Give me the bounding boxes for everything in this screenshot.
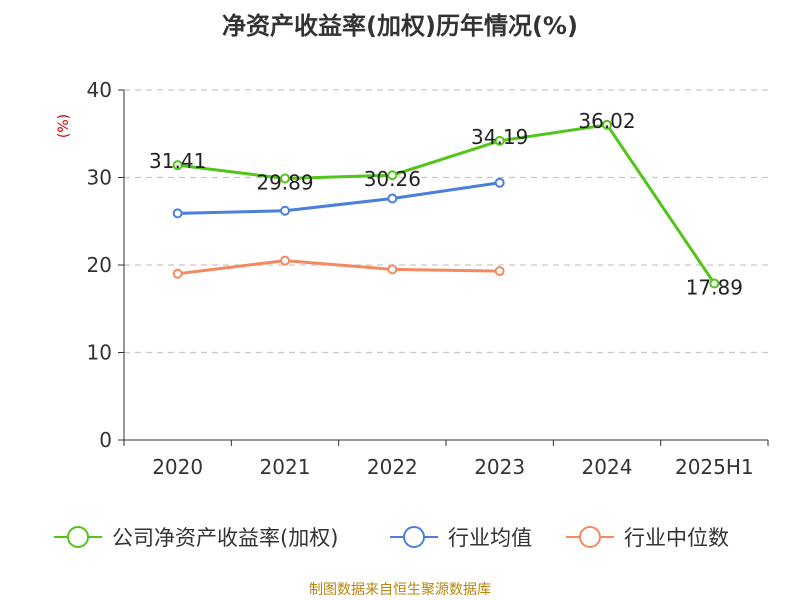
data-point — [387, 170, 398, 181]
legend-swatch-marker — [67, 526, 89, 548]
y-tick-label: 40 — [87, 78, 112, 102]
data-point — [280, 173, 290, 184]
legend-item: 行业中位数 — [566, 526, 729, 550]
data-point — [602, 119, 612, 130]
source-note: 制图数据来自恒生聚源数据库 — [309, 582, 491, 598]
data-point — [494, 135, 505, 146]
x-tick-label: 2024 — [582, 455, 633, 479]
series-line — [177, 259, 500, 276]
y-tick-label: 20 — [87, 253, 112, 277]
x-tick-label: 2021 — [260, 455, 311, 479]
series-line — [177, 181, 500, 215]
data-label: 31.41 — [149, 149, 206, 173]
legend-swatch-marker — [403, 526, 425, 548]
data-label: 29.89 — [256, 170, 313, 194]
data-label: 34.19 — [471, 125, 528, 149]
data-point — [387, 193, 398, 204]
data-point — [494, 177, 505, 188]
axes: 0 10 20 30 40 2020 2021 2022 2023 2024 2025H1 — [87, 78, 769, 479]
legend-label: 行业中位数 — [624, 526, 729, 550]
data-label: 17.89 — [686, 275, 743, 299]
legend-label: 公司净资产收益率(加权) — [112, 526, 338, 550]
data-point — [280, 255, 290, 266]
y-axis-unit: (%) — [56, 114, 72, 138]
x-tick-label: 2022 — [367, 455, 418, 479]
data-label: 30.26 — [364, 167, 421, 191]
data-point — [494, 266, 505, 277]
series — [172, 119, 720, 289]
legend-item: 行业均值 — [390, 526, 532, 550]
legend-item: 公司净资产收益率(加权) — [54, 526, 338, 550]
series-line — [177, 123, 716, 285]
y-tick-label: 0 — [99, 428, 112, 452]
x-tick-label: 2020 — [152, 455, 203, 479]
y-tick-label: 30 — [87, 166, 112, 190]
legend-swatch-marker — [579, 526, 601, 548]
data-point — [172, 160, 183, 171]
x-tick-label: 2023 — [474, 455, 525, 479]
grid — [124, 89, 768, 354]
legend-label: 行业均值 — [448, 526, 532, 550]
x-tick-label: 2025H1 — [675, 455, 754, 479]
y-tick-label: 10 — [87, 341, 112, 365]
chart-title: 净资产收益率(加权)历年情况(%) — [222, 12, 578, 40]
data-point — [709, 278, 720, 289]
data-point — [387, 264, 398, 275]
legend: 公司净资产收益率(加权) 行业均值 行业中位数 — [54, 526, 729, 550]
data-point — [172, 268, 183, 279]
data-labels: 31.41 29.89 30.26 34.19 36.02 17.89 — [149, 109, 743, 300]
data-point — [280, 205, 290, 216]
data-point — [172, 208, 183, 219]
data-label: 36.02 — [578, 109, 635, 133]
